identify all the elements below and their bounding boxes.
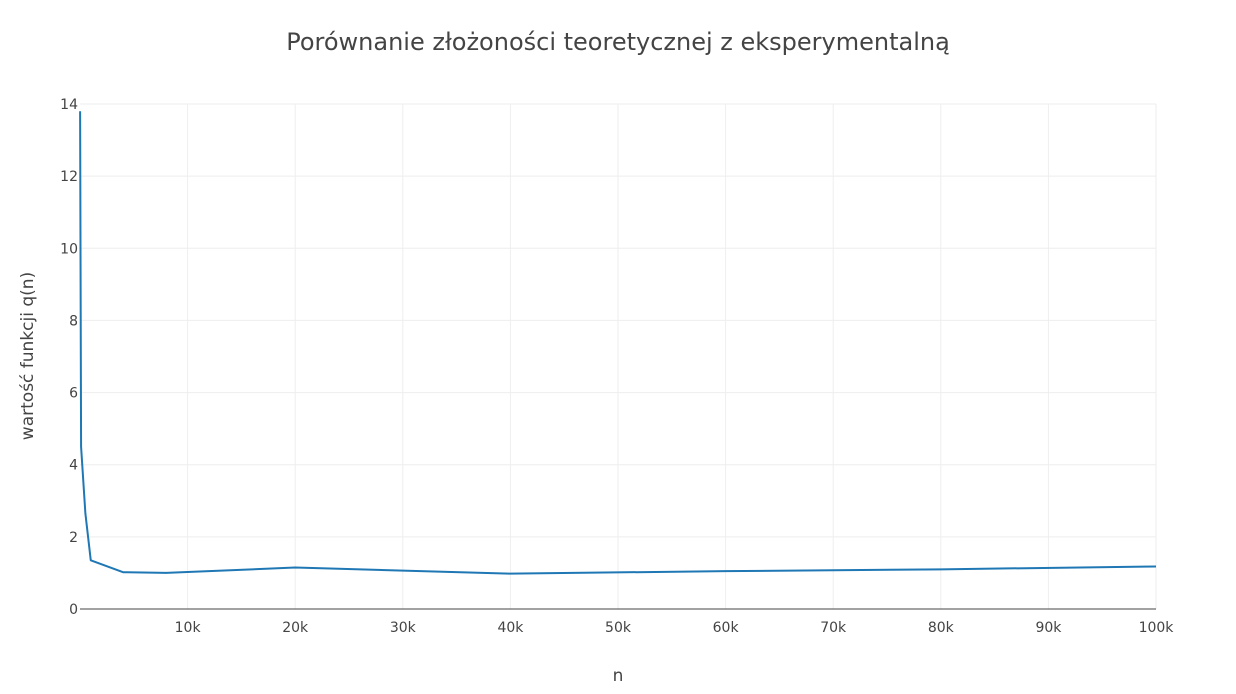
x-tick-label: 10k (175, 620, 202, 636)
x-tick-label: 40k (497, 620, 524, 636)
y-tick-label: 10 (60, 241, 78, 257)
x-axis-title: n (613, 666, 624, 686)
x-tick-label: 80k (928, 620, 955, 636)
y-tick-label: 4 (69, 458, 78, 474)
x-tick-label: 30k (390, 620, 417, 636)
y-tick-label: 8 (69, 313, 78, 329)
x-tick-label: 100k (1139, 620, 1175, 636)
series-line (79, 111, 1157, 575)
y-axis-title: wartość funkcji q(n) (18, 272, 38, 440)
y-tick-label: 12 (60, 169, 78, 185)
y-tick-label: 2 (69, 530, 78, 546)
y-tick-label: 6 (69, 386, 78, 402)
x-tick-label: 60k (713, 620, 740, 636)
x-tick-label: 20k (282, 620, 309, 636)
series-layer (79, 111, 1157, 575)
x-tick-label: 90k (1035, 620, 1062, 636)
y-axis-ticks: 0 2 4 6 8 10 12 14 (60, 97, 78, 618)
grid (80, 103, 1157, 609)
x-tick-label: 50k (605, 620, 632, 636)
x-tick-label: 70k (820, 620, 847, 636)
y-tick-label: 14 (60, 97, 78, 113)
x-axis-ticks: 10k 20k 30k 40k 50k 60k 70k 80k 90k 100k (175, 620, 1175, 636)
y-tick-label: 0 (69, 602, 78, 618)
chart-title: Porównanie złożoności teoretycznej z eks… (286, 28, 950, 56)
